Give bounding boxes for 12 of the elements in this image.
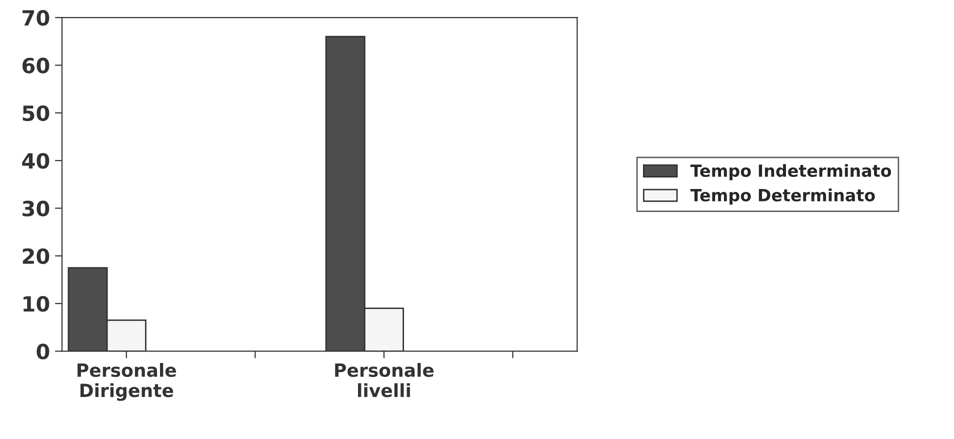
y-tick-label: 50 [22,105,50,122]
y-tick-label: 10 [24,296,50,312]
y-tick-label: 20 [22,248,50,264]
y-tick-label: 0 [36,344,50,360]
legend-label: Tempo Indeterminato [690,164,892,180]
legend-label: Tempo Determinato [690,188,875,205]
y-tick-label: 30 [22,200,50,216]
y-tick-label: 70 [22,10,50,26]
x-tick-label: Personale livelli [335,363,434,398]
x-tick-label: Personale Dirigente [78,363,176,401]
y-tick-label: 60 [22,58,50,74]
y-tick-label: 40 [22,153,50,169]
